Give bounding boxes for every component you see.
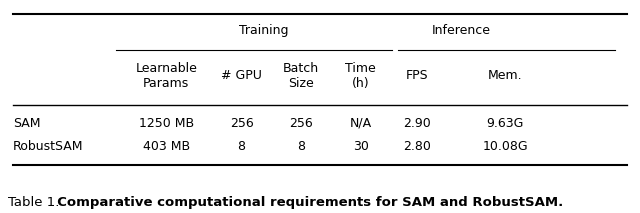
Text: 403 MB: 403 MB xyxy=(143,140,190,154)
Text: SAM: SAM xyxy=(13,117,40,130)
Text: Learnable
Params: Learnable Params xyxy=(136,62,197,90)
Text: N/A: N/A xyxy=(349,117,372,130)
Text: Training: Training xyxy=(239,24,288,37)
Text: 2.80: 2.80 xyxy=(403,140,431,154)
Text: 256: 256 xyxy=(230,117,253,130)
Text: 256: 256 xyxy=(289,117,313,130)
Text: 1250 MB: 1250 MB xyxy=(139,117,194,130)
Text: RobustSAM: RobustSAM xyxy=(13,140,83,154)
Text: 10.08G: 10.08G xyxy=(482,140,528,154)
Text: Inference: Inference xyxy=(431,24,491,37)
Text: Time
(h): Time (h) xyxy=(346,62,376,90)
Text: 30: 30 xyxy=(353,140,369,154)
Text: 9.63G: 9.63G xyxy=(486,117,524,130)
Text: Table 1.: Table 1. xyxy=(8,196,59,209)
Text: 8: 8 xyxy=(237,140,246,154)
Text: Comparative computational requirements for SAM and RobustSAM.: Comparative computational requirements f… xyxy=(48,196,563,209)
Text: Batch
Size: Batch Size xyxy=(283,62,319,90)
Text: FPS: FPS xyxy=(406,69,429,82)
Text: 2.90: 2.90 xyxy=(403,117,431,130)
Text: Mem.: Mem. xyxy=(488,69,522,82)
Text: # GPU: # GPU xyxy=(221,69,262,82)
Text: 8: 8 xyxy=(297,140,305,154)
